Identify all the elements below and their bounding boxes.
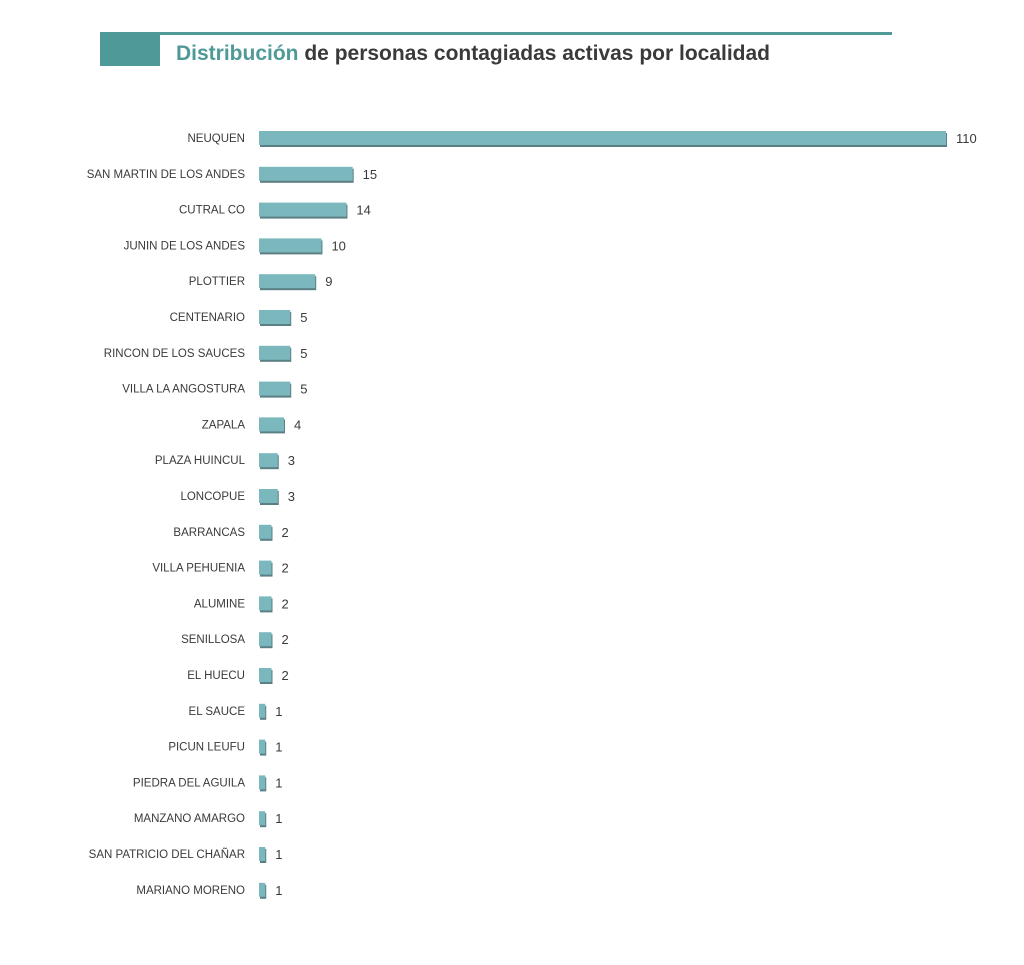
category-label: MANZANO AMARGO [134,813,245,825]
category-label: SENILLOSA [181,634,245,646]
category-label: JUNIN DE LOS ANDES [124,240,246,252]
title-accent: Distribución [176,42,299,65]
category-label: MARIANO MORENO [136,885,245,897]
bar [259,811,266,826]
category-label: VILLA LA ANGOSTURA [122,384,245,396]
bar [259,703,266,718]
data-label: 4 [294,417,301,432]
category-label: ALUMINE [194,598,245,610]
bar [259,310,291,324]
category-label: SAN PATRICIO DEL CHAÑAR [89,848,245,861]
data-label: 2 [281,668,288,683]
data-label: 1 [275,811,282,826]
bar [259,596,272,611]
data-label: 1 [275,847,282,862]
data-label: 9 [325,274,332,289]
bar [259,202,347,217]
data-label: 5 [300,310,307,325]
bar [259,489,278,503]
category-label: EL SAUCE [189,706,246,718]
category-label: EL HUECU [187,670,245,682]
category-label: RINCON DE LOS SAUCES [104,348,246,360]
data-label: 2 [281,632,288,647]
bar [259,882,266,897]
data-label: 110 [956,131,977,146]
bar [259,739,266,754]
category-label: CUTRAL CO [179,205,245,217]
data-label: 5 [300,382,307,397]
data-label: 2 [281,525,288,540]
bar [259,417,284,432]
category-label: CENTENARIO [170,312,245,324]
data-label: 1 [275,740,282,755]
category-label: SAN MARTIN DE LOS ANDES [87,169,246,181]
data-label: 1 [275,883,282,898]
data-label: 3 [288,453,295,468]
bar [259,847,266,861]
data-label: 2 [281,596,288,611]
data-label: 14 [356,203,370,218]
bar [259,166,353,181]
bar [259,524,272,539]
data-label: 3 [288,489,295,504]
bar [259,668,272,682]
bar [259,560,272,575]
bar [259,238,322,253]
data-label: 15 [363,167,377,182]
category-label: LONCOPUE [180,491,245,503]
category-label: VILLA PEHUENIA [152,563,245,575]
category-label: PLAZA HUINCUL [155,455,246,467]
bar [259,345,291,360]
bar [259,775,266,790]
bar [259,131,946,145]
category-label: PLOTTIER [189,276,245,288]
data-label: 1 [275,704,282,719]
data-label: 10 [331,238,345,253]
category-label: PIEDRA DEL AGUILA [133,777,245,789]
header-accent-block [100,32,160,66]
category-label: ZAPALA [202,419,246,431]
data-label: 5 [300,346,307,361]
data-label: 2 [281,561,288,576]
bar [259,381,291,396]
data-label: 1 [275,775,282,790]
bar [259,274,316,289]
bar [259,453,278,468]
header-rule [100,32,892,35]
category-label: BARRANCAS [173,527,245,539]
bar [259,632,272,647]
category-label: PICUN LEUFU [168,742,245,754]
chart-title: Distribución de personas contagiadas act… [176,42,770,66]
category-label: NEUQUEN [187,133,245,145]
title-rest: de personas contagiadas activas por loca… [298,42,771,65]
